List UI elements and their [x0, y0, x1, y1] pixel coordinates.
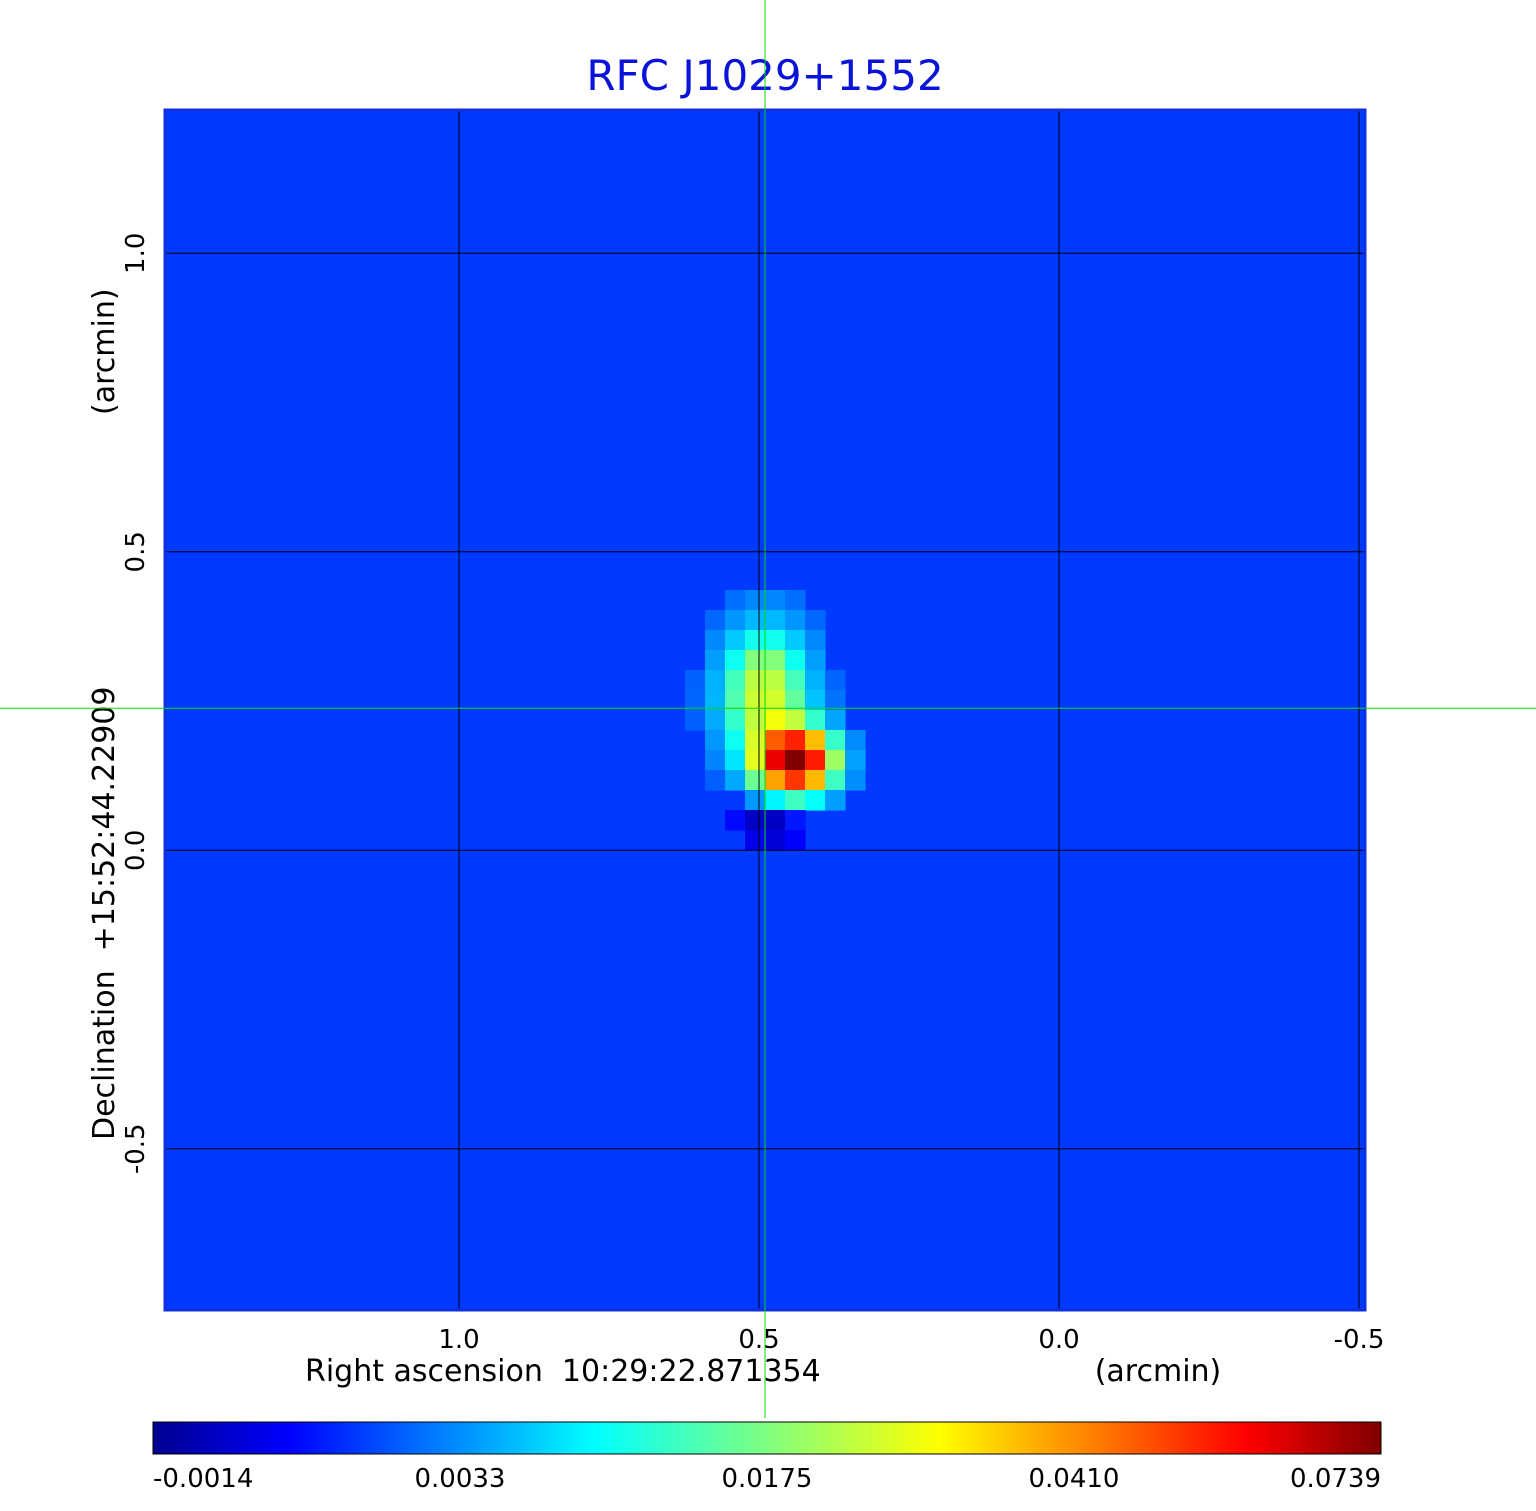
x-tick-label: 1.0	[438, 1325, 479, 1355]
y-tick-label: 1.0	[121, 233, 151, 274]
y-axis-unit: (arcmin)	[87, 288, 122, 415]
colorbar-tick-labels: -0.0014 0.0033 0.0175 0.0410 0.0739	[153, 1464, 1381, 1494]
x-tick-label: -0.5	[1334, 1325, 1385, 1355]
x-tick-label: 0.5	[738, 1325, 779, 1355]
crosshair	[0, 0, 1536, 1418]
x-axis-label: Right ascension 10:29:22.871354	[305, 1354, 821, 1389]
colorbar-tick-label: -0.0014	[153, 1464, 253, 1494]
y-tick-label: 0.5	[121, 531, 151, 572]
colorbar-tick-label: 0.0410	[1029, 1464, 1120, 1494]
y-axis-label: Declination +15:52:44.22909	[87, 686, 122, 1140]
y-tick-label: 0.0	[121, 830, 151, 871]
colorbar-tick-label: 0.0739	[1290, 1464, 1381, 1494]
colorbar-tick-label: 0.0033	[415, 1464, 506, 1494]
x-axis-unit: (arcmin)	[1095, 1354, 1222, 1389]
x-tick-label: 0.0	[1038, 1325, 1079, 1355]
colorbar	[152, 1421, 1382, 1455]
y-tick-label: -0.5	[121, 1123, 151, 1174]
colorbar-tick-label: 0.0175	[722, 1464, 813, 1494]
y-tick-labels: 1.0 0.5 0.0 -0.5	[121, 233, 151, 1175]
x-tick-labels: 1.0 0.5 0.0 -0.5	[438, 1325, 1384, 1355]
